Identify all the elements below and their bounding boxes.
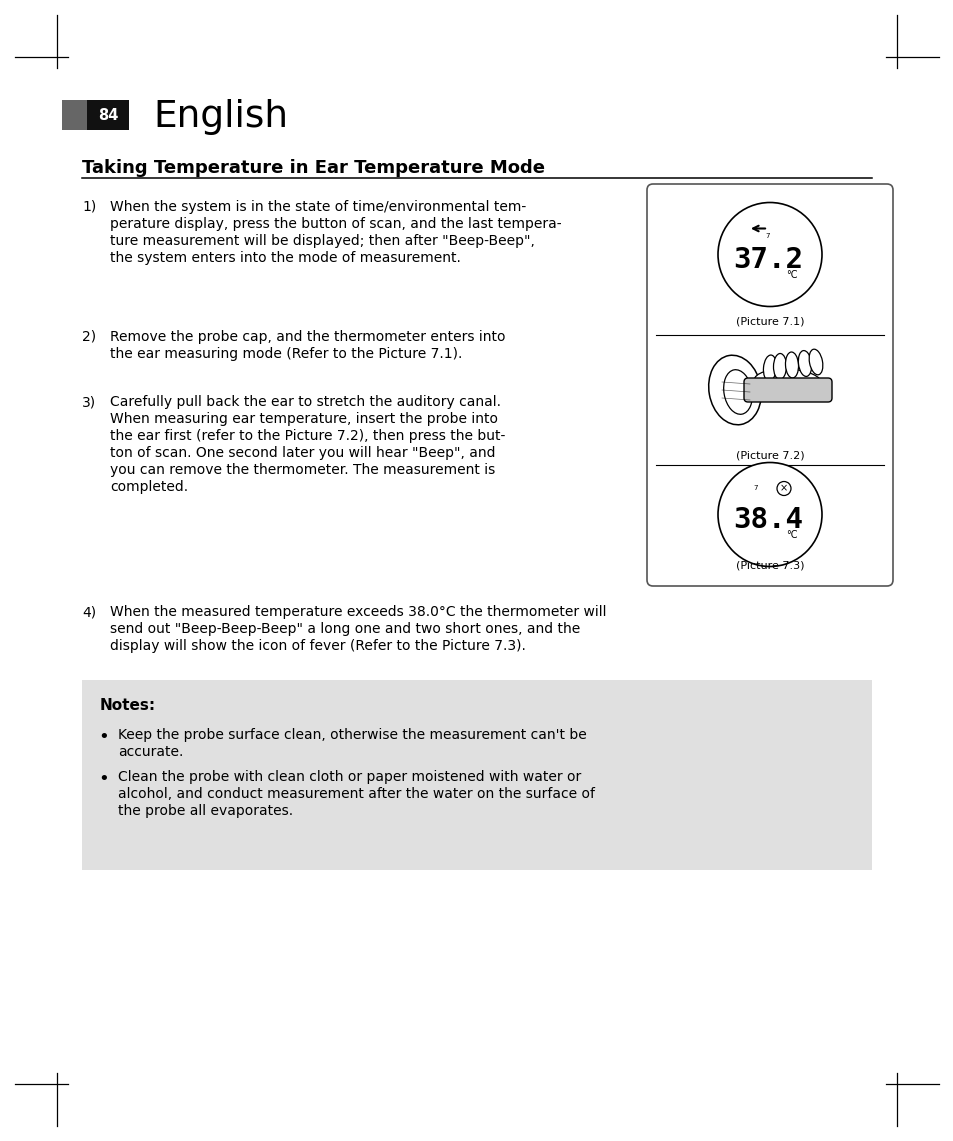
Text: Carefully pull back the ear to stretch the auditory canal.: Carefully pull back the ear to stretch t… <box>110 395 500 408</box>
Ellipse shape <box>762 355 776 381</box>
Text: accurate.: accurate. <box>118 745 183 759</box>
Text: •: • <box>98 728 109 746</box>
Text: send out "Beep-Beep-Beep" a long one and two short ones, and the: send out "Beep-Beep-Beep" a long one and… <box>110 622 579 636</box>
Ellipse shape <box>708 355 760 424</box>
Text: 37.2: 37.2 <box>732 246 802 275</box>
Text: Keep the probe surface clean, otherwise the measurement can't be: Keep the probe surface clean, otherwise … <box>118 728 586 742</box>
Bar <box>82 680 871 869</box>
Bar <box>62 100 87 130</box>
Text: the ear first (refer to the Picture 7.2), then press the but-: the ear first (refer to the Picture 7.2)… <box>110 429 505 443</box>
Ellipse shape <box>723 370 752 414</box>
Text: 1): 1) <box>82 200 96 215</box>
FancyBboxPatch shape <box>743 378 831 402</box>
Text: 38.4: 38.4 <box>732 507 802 534</box>
Text: ton of scan. One second later you will hear "Beep", and: ton of scan. One second later you will h… <box>110 446 495 460</box>
Text: you can remove the thermometer. The measurement is: you can remove the thermometer. The meas… <box>110 463 495 477</box>
Text: the probe all evaporates.: the probe all evaporates. <box>118 804 293 818</box>
FancyBboxPatch shape <box>646 184 892 586</box>
Text: 7: 7 <box>753 486 758 492</box>
Text: the system enters into the mode of measurement.: the system enters into the mode of measu… <box>110 251 460 265</box>
Text: °C: °C <box>785 529 797 540</box>
Text: °C: °C <box>785 269 797 280</box>
Ellipse shape <box>773 354 785 380</box>
Text: When measuring ear temperature, insert the probe into: When measuring ear temperature, insert t… <box>110 412 497 426</box>
Text: (Picture 7.2): (Picture 7.2) <box>735 450 803 460</box>
Text: ×: × <box>780 484 787 494</box>
Text: English: English <box>152 99 288 135</box>
Circle shape <box>718 462 821 566</box>
Text: 2): 2) <box>82 330 96 343</box>
Text: perature display, press the button of scan, and the last tempera-: perature display, press the button of sc… <box>110 217 561 230</box>
Text: display will show the icon of fever (Refer to the Picture 7.3).: display will show the icon of fever (Ref… <box>110 639 525 653</box>
Text: 3): 3) <box>82 395 96 408</box>
Circle shape <box>776 482 790 495</box>
Text: Clean the probe with clean cloth or paper moistened with water or: Clean the probe with clean cloth or pape… <box>118 770 580 784</box>
Text: 84: 84 <box>98 107 118 122</box>
Text: Notes:: Notes: <box>100 698 156 713</box>
Text: Remove the probe cap, and the thermometer enters into: Remove the probe cap, and the thermomete… <box>110 330 505 343</box>
Text: ture measurement will be displayed; then after "Beep-Beep",: ture measurement will be displayed; then… <box>110 234 535 248</box>
Ellipse shape <box>753 369 821 395</box>
Text: (Picture 7.3): (Picture 7.3) <box>735 561 803 570</box>
Bar <box>87 100 129 130</box>
Text: Taking Temperature in Ear Temperature Mode: Taking Temperature in Ear Temperature Mo… <box>82 159 544 177</box>
Text: the ear measuring mode (Refer to the Picture 7.1).: the ear measuring mode (Refer to the Pic… <box>110 347 462 361</box>
Circle shape <box>718 202 821 307</box>
Ellipse shape <box>798 350 811 377</box>
Text: When the system is in the state of time/environmental tem-: When the system is in the state of time/… <box>110 200 526 215</box>
Text: •: • <box>98 770 109 788</box>
Text: 4): 4) <box>82 605 96 620</box>
Text: 7: 7 <box>765 234 769 240</box>
Text: completed.: completed. <box>110 480 188 494</box>
Text: alcohol, and conduct measurement after the water on the surface of: alcohol, and conduct measurement after t… <box>118 787 595 801</box>
Text: (Picture 7.1): (Picture 7.1) <box>735 316 803 326</box>
Ellipse shape <box>784 353 798 378</box>
Text: When the measured temperature exceeds 38.0°C the thermometer will: When the measured temperature exceeds 38… <box>110 605 606 620</box>
Ellipse shape <box>808 349 822 375</box>
